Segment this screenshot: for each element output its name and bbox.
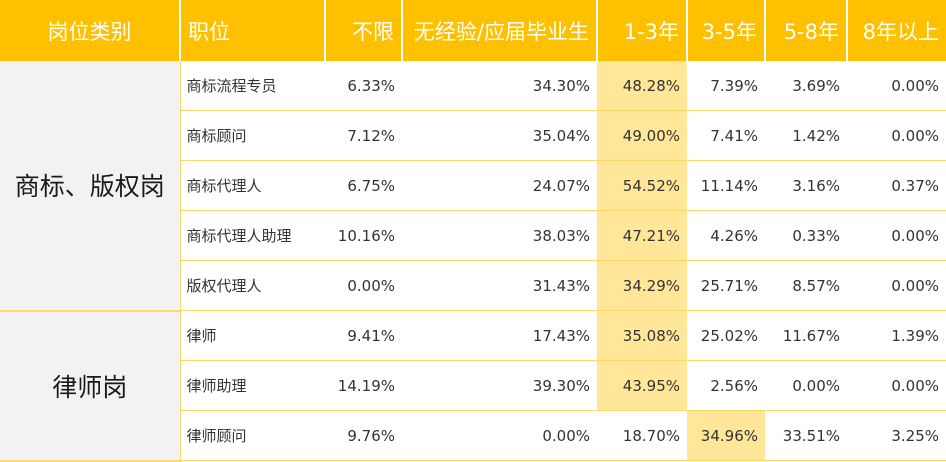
header-any-experience: 不限 (325, 0, 403, 61)
cell-5-8-years: 11.67% (765, 310, 847, 361)
cell-1-3-years: 35.08% (597, 310, 687, 361)
cell-5-8-years: 1.42% (765, 110, 847, 161)
cell-1-3-years: 54.52% (597, 160, 687, 211)
header-1-3-years: 1-3年 (597, 0, 688, 61)
table-row: 商标代理人助理 10.16% 38.03% 47.21% 4.26% 0.33% 0.00% (0, 210, 946, 261)
cell-5-8-years: 3.69% (765, 61, 847, 111)
position-cell: 律师助理 (180, 360, 325, 411)
cell-8-plus-years: 0.00% (847, 260, 946, 311)
cell-1-3-years: 34.29% (597, 260, 687, 311)
cell-8-plus-years: 0.37% (847, 160, 946, 211)
header-category: 岗位类别 (0, 0, 181, 61)
table-row: 律师岗 律师 9.41% 17.43% 35.08% 25.02% 11.67% 1.39% (0, 310, 946, 462)
cell-8-plus-years: 0.00% (847, 110, 946, 161)
cell-3-5-years: 25.02% (687, 310, 765, 361)
table-row: 商标代理人 6.75% 24.07% 54.52% 11.14% 3.16% 0.37% (0, 160, 946, 211)
cell-no-experience-graduate: 24.07% (402, 160, 597, 211)
cell-no-experience-graduate: 0.00% (402, 410, 597, 461)
cell-8-plus-years: 0.00% (847, 360, 946, 411)
table-row: 商标、版权岗 商标流程专员 6.33% 34.30% 48.28% 7.39% 3.69% 0… (0, 61, 946, 312)
position-cell: 版权代理人 (180, 260, 325, 311)
header-row: 岗位类别 职位 不限 无经验/应届毕业生 1-3年 3-5年 5-8年 8年以上 (0, 0, 946, 61)
cell-1-3-years: 49.00% (597, 110, 687, 161)
category-cell: 商标、版权岗 (0, 61, 181, 312)
cell-5-8-years: 33.51% (765, 410, 847, 461)
table-header: 岗位类别 职位 不限 无经验/应届毕业生 1-3年 3-5年 5-8年 8年以上 (0, 0, 946, 61)
cell-1-3-years: 48.28% (597, 61, 687, 111)
cell-any-experience: 14.19% (325, 360, 402, 411)
cell-8-plus-years: 3.25% (847, 410, 946, 461)
position-cell: 商标代理人助理 (180, 210, 325, 261)
cell-3-5-years: 11.14% (687, 160, 765, 211)
table-row: 律师顾问 9.76% 0.00% 18.70% 34.96% 33.51% 3.25% (0, 410, 946, 461)
table-body: 商标、版权岗 商标流程专员 6.33% 34.30% 48.28% 7.39% 3.69% 0… (0, 61, 946, 462)
cell-8-plus-years: 0.00% (847, 61, 946, 111)
header-position: 职位 (180, 0, 326, 61)
cell-no-experience-graduate: 35.04% (402, 110, 597, 161)
cell-3-5-years: 25.71% (687, 260, 765, 311)
cell-any-experience: 9.41% (325, 310, 402, 361)
cell-any-experience: 6.33% (325, 61, 402, 111)
cell-3-5-years: 34.96% (687, 410, 765, 461)
cell-3-5-years: 7.39% (687, 61, 765, 111)
cell-5-8-years: 0.00% (765, 360, 847, 411)
cell-any-experience: 9.76% (325, 410, 402, 461)
cell-5-8-years: 0.33% (765, 210, 847, 261)
position-cell: 律师 (180, 310, 325, 361)
header-8-plus-years: 8年以上 (847, 0, 946, 61)
cell-8-plus-years: 1.39% (847, 310, 946, 361)
cell-any-experience: 10.16% (325, 210, 402, 261)
cell-5-8-years: 3.16% (765, 160, 847, 211)
cell-any-experience: 6.75% (325, 160, 402, 211)
cell-no-experience-graduate: 17.43% (402, 310, 597, 361)
position-cell: 商标流程专员 (180, 61, 325, 111)
cell-3-5-years: 2.56% (687, 360, 765, 411)
header-3-5-years: 3-5年 (687, 0, 766, 61)
cell-3-5-years: 7.41% (687, 110, 765, 161)
cell-1-3-years: 18.70% (597, 410, 687, 461)
cell-no-experience-graduate: 31.43% (402, 260, 597, 311)
cell-any-experience: 0.00% (325, 260, 402, 311)
cell-1-3-years: 43.95% (597, 360, 687, 411)
cell-5-8-years: 8.57% (765, 260, 847, 311)
header-no-experience-graduate: 无经验/应届毕业生 (402, 0, 598, 61)
position-cell: 律师顾问 (180, 410, 325, 461)
header-5-8-years: 5-8年 (765, 0, 848, 61)
table-row: 律师助理 14.19% 39.30% 43.95% 2.56% 0.00% 0.00% (0, 360, 946, 411)
position-cell: 商标代理人 (180, 160, 325, 211)
cell-no-experience-graduate: 39.30% (402, 360, 597, 411)
cell-no-experience-graduate: 34.30% (402, 61, 597, 111)
position-cell: 商标顾问 (180, 110, 325, 161)
cell-1-3-years: 47.21% (597, 210, 687, 261)
cell-3-5-years: 4.26% (687, 210, 765, 261)
table-row: 版权代理人 0.00% 31.43% 34.29% 25.71% 8.57% 0.00% (0, 260, 946, 311)
table-row: 商标顾问 7.12% 35.04% 49.00% 7.41% 1.42% 0.00% (0, 110, 946, 161)
category-cell: 律师岗 (0, 310, 181, 462)
cell-8-plus-years: 0.00% (847, 210, 946, 261)
cell-no-experience-graduate: 38.03% (402, 210, 597, 261)
cell-any-experience: 7.12% (325, 110, 402, 161)
